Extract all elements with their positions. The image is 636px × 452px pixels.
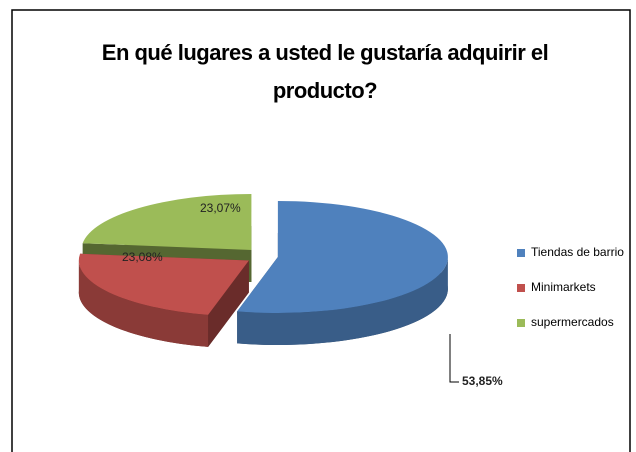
data-label: 53,85% [462,374,503,388]
legend-swatch [517,319,525,327]
chart-title: En qué lugares a usted le gustaría adqui… [101,40,549,103]
data-label: 23,08% [122,250,163,264]
slice-wall [237,256,448,345]
data-label: 23,07% [200,201,241,215]
legend-label: Tiendas de barrio [531,245,624,259]
slice [78,253,249,315]
leader-line [449,334,459,383]
legend-label: supermercados [531,315,614,329]
slice [82,194,252,251]
slice [237,200,448,313]
slice-wall [78,260,209,347]
legend-swatch [517,284,525,292]
legend-label: Minimarkets [531,280,596,294]
legend-swatch [517,249,525,257]
